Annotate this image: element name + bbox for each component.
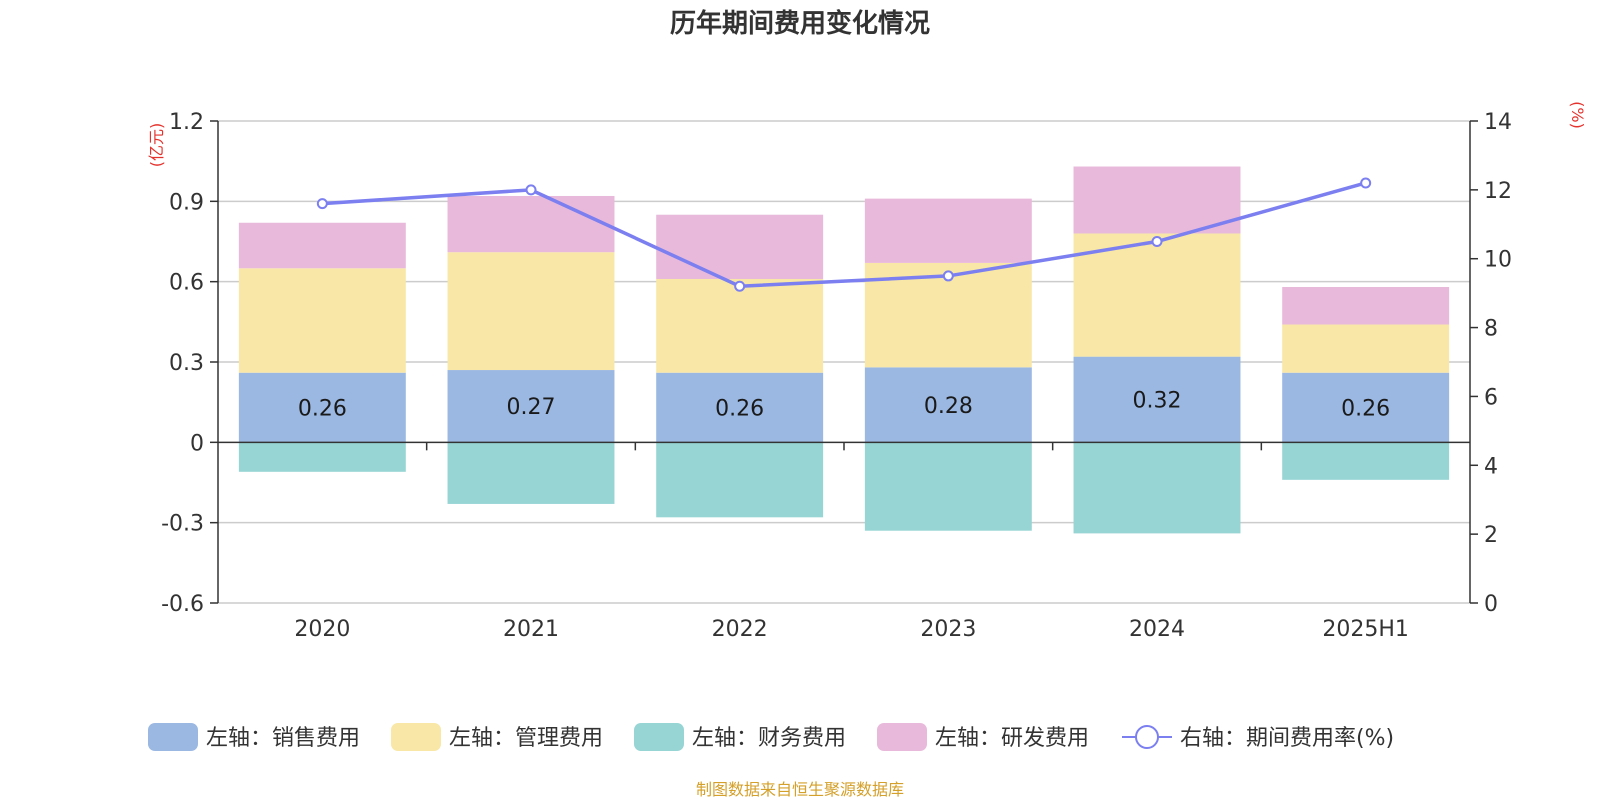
bar-data-label: 0.28 bbox=[924, 394, 973, 419]
data-labels: 0.26 0.27 0.26 0.28 0.32 0.26 bbox=[298, 388, 1390, 421]
left-tick-label: -0.6 bbox=[161, 592, 204, 617]
bar bbox=[447, 442, 615, 504]
right-tick-label: 2 bbox=[1484, 523, 1498, 548]
right-tick-label: 0 bbox=[1484, 592, 1498, 617]
rate-point bbox=[1360, 177, 1372, 189]
bar bbox=[656, 372, 824, 443]
bar bbox=[447, 370, 615, 443]
bar bbox=[864, 442, 1032, 531]
x-tick-label: 2024 bbox=[1129, 617, 1185, 642]
left-tick-label: 0.9 bbox=[169, 190, 204, 215]
right-tick-label: 8 bbox=[1484, 317, 1498, 342]
legend-swatch bbox=[634, 723, 684, 751]
bar bbox=[1282, 442, 1450, 480]
left-tick-label: 0.3 bbox=[169, 351, 204, 376]
x-tick-label: 2022 bbox=[712, 617, 768, 642]
legend-label: 右轴：期间费用率(%) bbox=[1180, 726, 1394, 751]
bar bbox=[656, 278, 824, 373]
source-note: 制图数据来自恒生聚源数据库 bbox=[696, 780, 904, 799]
legend-swatch bbox=[877, 723, 927, 751]
left-tick-label: 0 bbox=[190, 431, 204, 456]
bar bbox=[447, 195, 615, 253]
x-tick-label: 2023 bbox=[920, 617, 976, 642]
rate-point bbox=[942, 270, 954, 282]
bar bbox=[238, 372, 406, 443]
bar-data-label: 0.26 bbox=[298, 397, 347, 422]
bar bbox=[1282, 372, 1450, 443]
bar bbox=[656, 214, 824, 279]
bar-data-label: 0.32 bbox=[1133, 388, 1182, 413]
legend-label: 左轴：研发费用 bbox=[935, 726, 1089, 751]
chart-title: 历年期间费用变化情况 bbox=[670, 8, 930, 39]
bar-data-label: 0.27 bbox=[507, 395, 556, 420]
line-series bbox=[316, 177, 1372, 292]
legend-label: 左轴：销售费用 bbox=[206, 726, 360, 751]
bar bbox=[1073, 442, 1241, 534]
bar-series bbox=[238, 166, 1450, 534]
legend-swatch bbox=[148, 723, 198, 751]
right-tick-label: 10 bbox=[1484, 248, 1512, 273]
left-tick-label: 1.2 bbox=[169, 110, 204, 135]
bar bbox=[1073, 233, 1241, 357]
rate-point bbox=[1151, 236, 1163, 247]
bar bbox=[447, 252, 615, 371]
right-tick-label: 12 bbox=[1484, 179, 1512, 204]
right-axis-unit: (%) bbox=[1568, 101, 1587, 129]
rate-point bbox=[316, 198, 328, 210]
left-axis-unit: (亿元) bbox=[147, 123, 166, 168]
legend-marker-icon bbox=[1135, 725, 1159, 749]
x-tick-label: 2025H1 bbox=[1322, 617, 1409, 642]
bar bbox=[656, 442, 824, 518]
rate-point bbox=[734, 280, 746, 292]
left-tick-label: -0.3 bbox=[161, 512, 204, 537]
right-tick-label: 4 bbox=[1484, 454, 1498, 479]
bar bbox=[238, 222, 406, 269]
right-tick-label: 6 bbox=[1484, 385, 1498, 410]
bar bbox=[1282, 287, 1450, 325]
right-tick-label: 14 bbox=[1484, 110, 1512, 135]
bar bbox=[864, 198, 1032, 263]
x-tick-label: 2020 bbox=[294, 617, 350, 642]
legend: 左轴：销售费用 左轴：管理费用 左轴：财务费用 左轴：研发费用 右轴：期间费用率(%) bbox=[148, 723, 1394, 751]
legend-label: 左轴：管理费用 bbox=[449, 726, 603, 751]
left-tick-label: 0.6 bbox=[169, 271, 204, 296]
grid-lines bbox=[218, 120, 1470, 604]
bar bbox=[238, 268, 406, 373]
bar-data-label: 0.26 bbox=[715, 397, 764, 422]
bar bbox=[864, 367, 1032, 443]
bar bbox=[1073, 166, 1241, 234]
rate-line bbox=[322, 181, 1367, 289]
legend-label: 左轴：财务费用 bbox=[692, 726, 846, 751]
legend-swatch bbox=[391, 723, 441, 751]
bar bbox=[1282, 324, 1450, 373]
bar bbox=[238, 442, 406, 472]
bar bbox=[1073, 356, 1241, 443]
axes: -0.6 -0.3 0 0.3 0.6 0.9 1.2 0 2 4 6 8 10 12 14 2020 2021… bbox=[161, 110, 1512, 642]
bar-data-label: 0.26 bbox=[1341, 397, 1390, 422]
rate-point bbox=[525, 184, 537, 196]
x-tick-label: 2021 bbox=[503, 617, 559, 642]
